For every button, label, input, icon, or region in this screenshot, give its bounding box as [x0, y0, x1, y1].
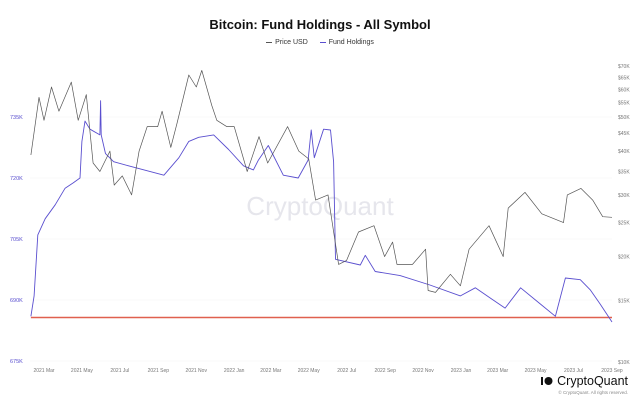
x-axis-tick-label: 2021 Jul [110, 368, 129, 374]
right-axis-tick-label: $60K [618, 87, 630, 93]
cryptoquant-logo-icon [541, 377, 553, 385]
watermark: CryptoQuant [246, 191, 394, 221]
left-axis-tick-label: 705K [10, 237, 23, 243]
x-axis-tick-label: 2023 May [525, 368, 547, 374]
x-axis-tick-label: 2023 Jan [451, 368, 472, 374]
x-axis-tick-label: 2022 Sep [374, 368, 396, 374]
series-line-fund-holdings [30, 100, 613, 323]
left-axis-tick-label: 720K [10, 176, 23, 182]
x-axis-tick-label: 2022 Nov [412, 368, 434, 374]
right-axis-tick-label: $20K [618, 255, 630, 261]
x-axis-tick-label: 2021 Nov [186, 368, 208, 374]
copyright: © CryptoQuant. All rights reserved. [558, 390, 628, 395]
right-axis-tick-label: $50K [618, 115, 630, 121]
legend-item-price[interactable]: Price USD [266, 39, 308, 46]
right-axis-tick-label: $10K [618, 360, 630, 366]
right-axis-tick-label: $30K [618, 193, 630, 199]
legend-swatch-price [266, 41, 273, 43]
x-axis-tick-label: 2023 Sep [601, 368, 623, 374]
brand-name: CryptoQuant [557, 374, 628, 388]
x-axis-tick-label: 2022 May [298, 368, 320, 374]
x-axis-tick-label: 2021 Sep [148, 368, 170, 374]
left-axis-tick-label: 690K [10, 298, 23, 304]
x-axis-tick-label: 2023 Jul [564, 368, 583, 374]
x-axis-tick-label: 2021 May [71, 368, 93, 374]
right-axis-tick-label: $25K [618, 221, 630, 227]
right-axis-tick-label: $35K [618, 169, 630, 175]
x-axis-tick-label: 2022 Jan [224, 368, 245, 374]
x-axis-tick-label: 2022 Jul [337, 368, 356, 374]
right-axis-tick-label: $40K [618, 149, 630, 155]
right-axis-tick-label: $45K [618, 131, 630, 137]
legend-label-price: Price USD [275, 39, 308, 46]
right-axis-tick-label: $70K [618, 64, 630, 70]
x-axis-tick-label: 2021 Mar [33, 368, 54, 374]
x-axis-tick-label: 2023 Mar [487, 368, 508, 374]
series-line-price-usd [30, 70, 613, 293]
chart-title: Bitcoin: Fund Holdings - All Symbol [209, 17, 431, 32]
legend-item-fund-holdings[interactable]: Fund Holdings [319, 39, 374, 46]
right-axis-tick-label: $65K [618, 75, 630, 81]
left-axis-tick-label: 735K [10, 115, 23, 121]
right-axis-tick-label: $55K [618, 101, 630, 107]
legend: Price USD Fund Holdings [0, 39, 640, 46]
legend-label-fund-holdings: Fund Holdings [328, 39, 374, 46]
right-axis-tick-label: $15K [618, 298, 630, 304]
left-axis-tick-label: 675K [10, 359, 23, 365]
x-axis-tick-label: 2022 Mar [260, 368, 281, 374]
legend-swatch-fund-holdings [319, 41, 326, 43]
brand-logo: CryptoQuant [541, 374, 628, 388]
